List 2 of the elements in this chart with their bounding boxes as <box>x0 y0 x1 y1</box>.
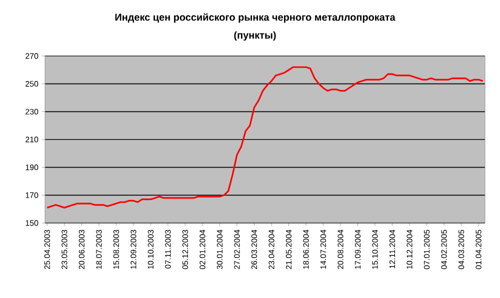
chart-subtitle: (пункты) <box>234 31 276 41</box>
chart-title: Индекс цен российского рынка черного металлопроката <box>115 13 396 23</box>
